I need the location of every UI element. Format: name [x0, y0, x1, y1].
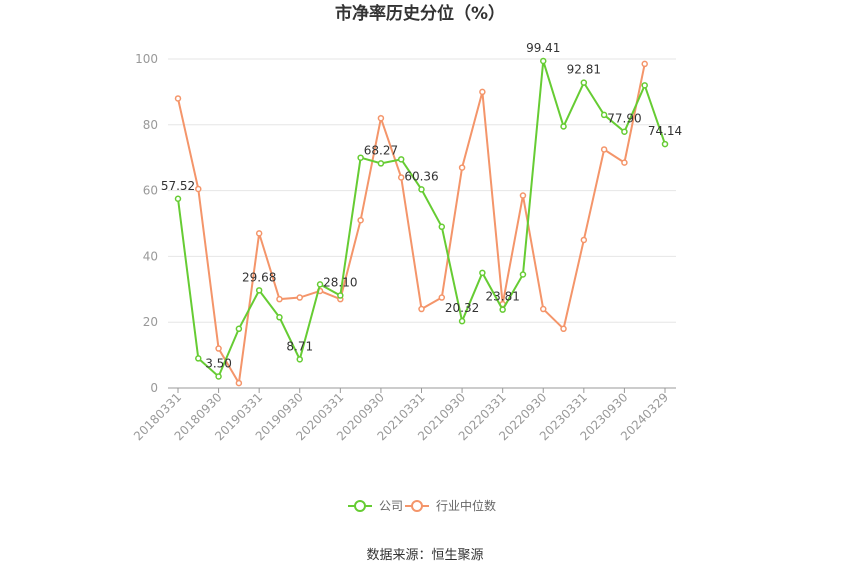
data-point [661, 140, 669, 148]
data-point [316, 281, 324, 288]
data-point [357, 154, 364, 161]
data-point [397, 174, 405, 181]
data-label: 28.10 [323, 276, 357, 290]
data-label: 57.52 [161, 179, 195, 193]
data-point [540, 57, 547, 65]
data-label: 29.68 [242, 270, 276, 284]
data-point [195, 355, 202, 362]
data-label: 23.81 [485, 290, 519, 304]
data-point [215, 373, 222, 380]
y-tick-label: 40 [143, 249, 158, 263]
y-tick-label: 100 [135, 52, 158, 66]
data-point [580, 79, 588, 86]
x-axis: 2018033120180930201903312019093020200331… [131, 388, 671, 443]
data-labels: 57.52 3.50 29.68 8.71 28.10 68.27 60.36 20.32 23… [161, 41, 682, 371]
data-point [580, 236, 588, 244]
data-point [479, 269, 486, 277]
data-label: 3.50 [205, 356, 232, 370]
legend-item[interactable]: 公司 [348, 499, 403, 513]
data-point [418, 186, 425, 193]
legend-label: 行业中位数 [436, 498, 496, 513]
chart-title: 市净率历史分位（%） [335, 3, 505, 24]
y-tick-label: 20 [143, 315, 158, 329]
data-point [540, 305, 547, 313]
data-point [276, 295, 283, 303]
data-point [377, 160, 385, 167]
data-point [479, 88, 486, 96]
data-point [255, 287, 263, 294]
legend-item[interactable]: 行业中位数 [405, 498, 496, 513]
data-label: 8.71 [286, 339, 313, 353]
data-label: 77.90 [607, 112, 641, 126]
data-label: 74.14 [648, 124, 682, 138]
data-label: 92.81 [567, 63, 601, 77]
data-label: 99.41 [526, 41, 560, 55]
data-point [174, 95, 182, 102]
data-point [641, 82, 648, 89]
series-group [174, 57, 669, 387]
data-point [621, 159, 628, 166]
data-point [600, 111, 608, 119]
data-point [235, 379, 243, 387]
data-point [560, 325, 567, 333]
data-point [235, 325, 243, 333]
data-point [377, 114, 385, 122]
legend[interactable]: 公司 行业中位数 [348, 498, 496, 513]
data-point [438, 294, 446, 301]
data-point [215, 345, 222, 352]
data-label: 60.36 [404, 169, 438, 183]
data-point [438, 223, 446, 231]
series-line [177, 60, 666, 379]
data-point [276, 314, 283, 321]
data-point [397, 156, 405, 163]
series-line [177, 63, 646, 387]
data-point [418, 305, 425, 313]
y-axis: 0 20 40 60 80 100 [135, 52, 158, 395]
data-point [560, 123, 567, 130]
data-point [621, 128, 628, 135]
data-point [296, 294, 303, 301]
source-note: 数据来源：恒生聚源 [366, 548, 483, 563]
data-point [519, 271, 527, 278]
data-point [458, 164, 466, 171]
y-tick-label: 0 [150, 381, 158, 395]
y-tick-label: 80 [143, 118, 158, 132]
data-point [600, 146, 608, 153]
data-point [458, 317, 466, 325]
legend-label: 公司 [379, 499, 403, 513]
data-point [499, 306, 506, 313]
data-point [255, 230, 263, 237]
legend-marker [411, 500, 423, 512]
y-tick-label: 60 [143, 184, 158, 198]
data-point [174, 195, 182, 203]
data-point [519, 192, 527, 199]
data-point [195, 185, 202, 193]
data-point [357, 216, 364, 224]
data-point [296, 356, 303, 363]
data-point [337, 292, 344, 299]
data-label: 68.27 [364, 143, 398, 157]
data-point [641, 60, 648, 68]
data-label: 20.32 [445, 301, 479, 315]
legend-marker [354, 500, 366, 512]
